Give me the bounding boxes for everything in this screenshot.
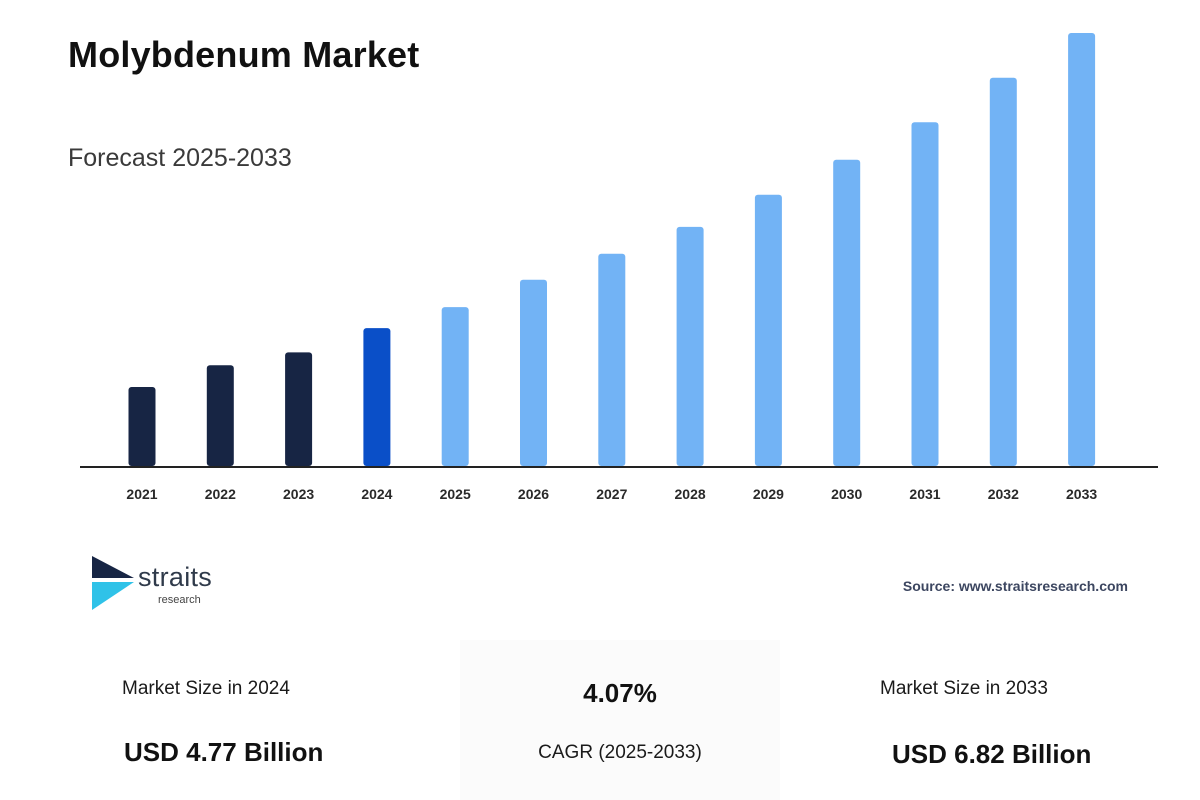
- x-tick-label-2023: 2023: [283, 486, 314, 502]
- bar-2032: [989, 77, 1017, 467]
- x-tick-label-2025: 2025: [440, 486, 471, 502]
- bar-2033: [1068, 33, 1096, 466]
- bar-chart: 2021 2022 2023 2024 2025 2026 2027 2028 2029 2030…: [80, 33, 1158, 502]
- straits-logo-icon: [92, 556, 134, 610]
- bar-2022: [206, 365, 234, 466]
- market-size-2024-label: Market Size in 2024: [122, 678, 290, 699]
- x-tick-label-2026: 2026: [518, 486, 549, 502]
- page-title: Molybdenum Market: [68, 34, 420, 75]
- x-tick-label-2032: 2032: [988, 486, 1019, 502]
- bar-2027: [598, 253, 626, 466]
- market-size-2024-value: USD 4.77 Billion: [124, 737, 324, 767]
- bar-2021: [128, 387, 156, 466]
- logo-subtext: research: [158, 594, 201, 606]
- x-tick-label-2033: 2033: [1066, 486, 1097, 502]
- bar-2026: [520, 279, 547, 466]
- x-tick-label-2021: 2021: [126, 486, 157, 502]
- bar-2028: [676, 226, 704, 466]
- x-tick-label-2031: 2031: [909, 486, 940, 502]
- bar-2030: [833, 159, 861, 467]
- x-tick-label-2030: 2030: [831, 486, 862, 502]
- x-tick-label-2024: 2024: [361, 486, 392, 502]
- page-subtitle: Forecast 2025-2033: [68, 144, 292, 172]
- bar-2023: [285, 352, 313, 466]
- straits-logo: straits research: [90, 556, 260, 616]
- logo-wordmark: straits: [138, 562, 213, 592]
- market-size-2033-value: USD 6.82 Billion: [892, 739, 1092, 769]
- cagr-value: 4.07%: [583, 678, 657, 708]
- market-size-2033-label: Market Size in 2033: [880, 678, 1048, 699]
- bar-2031: [911, 122, 939, 466]
- x-tick-label-2028: 2028: [675, 486, 706, 502]
- bar-2024: [363, 328, 391, 466]
- x-tick-label-2029: 2029: [753, 486, 784, 502]
- bar-2029: [754, 194, 782, 467]
- cagr-label: CAGR (2025-2033): [538, 742, 702, 763]
- x-tick-label-2022: 2022: [205, 486, 236, 502]
- source-credit: Source: www.straitsresearch.com: [902, 578, 1128, 594]
- cagr-panel: [460, 640, 780, 800]
- x-tick-label-2027: 2027: [596, 486, 627, 502]
- bar-2025: [441, 307, 469, 466]
